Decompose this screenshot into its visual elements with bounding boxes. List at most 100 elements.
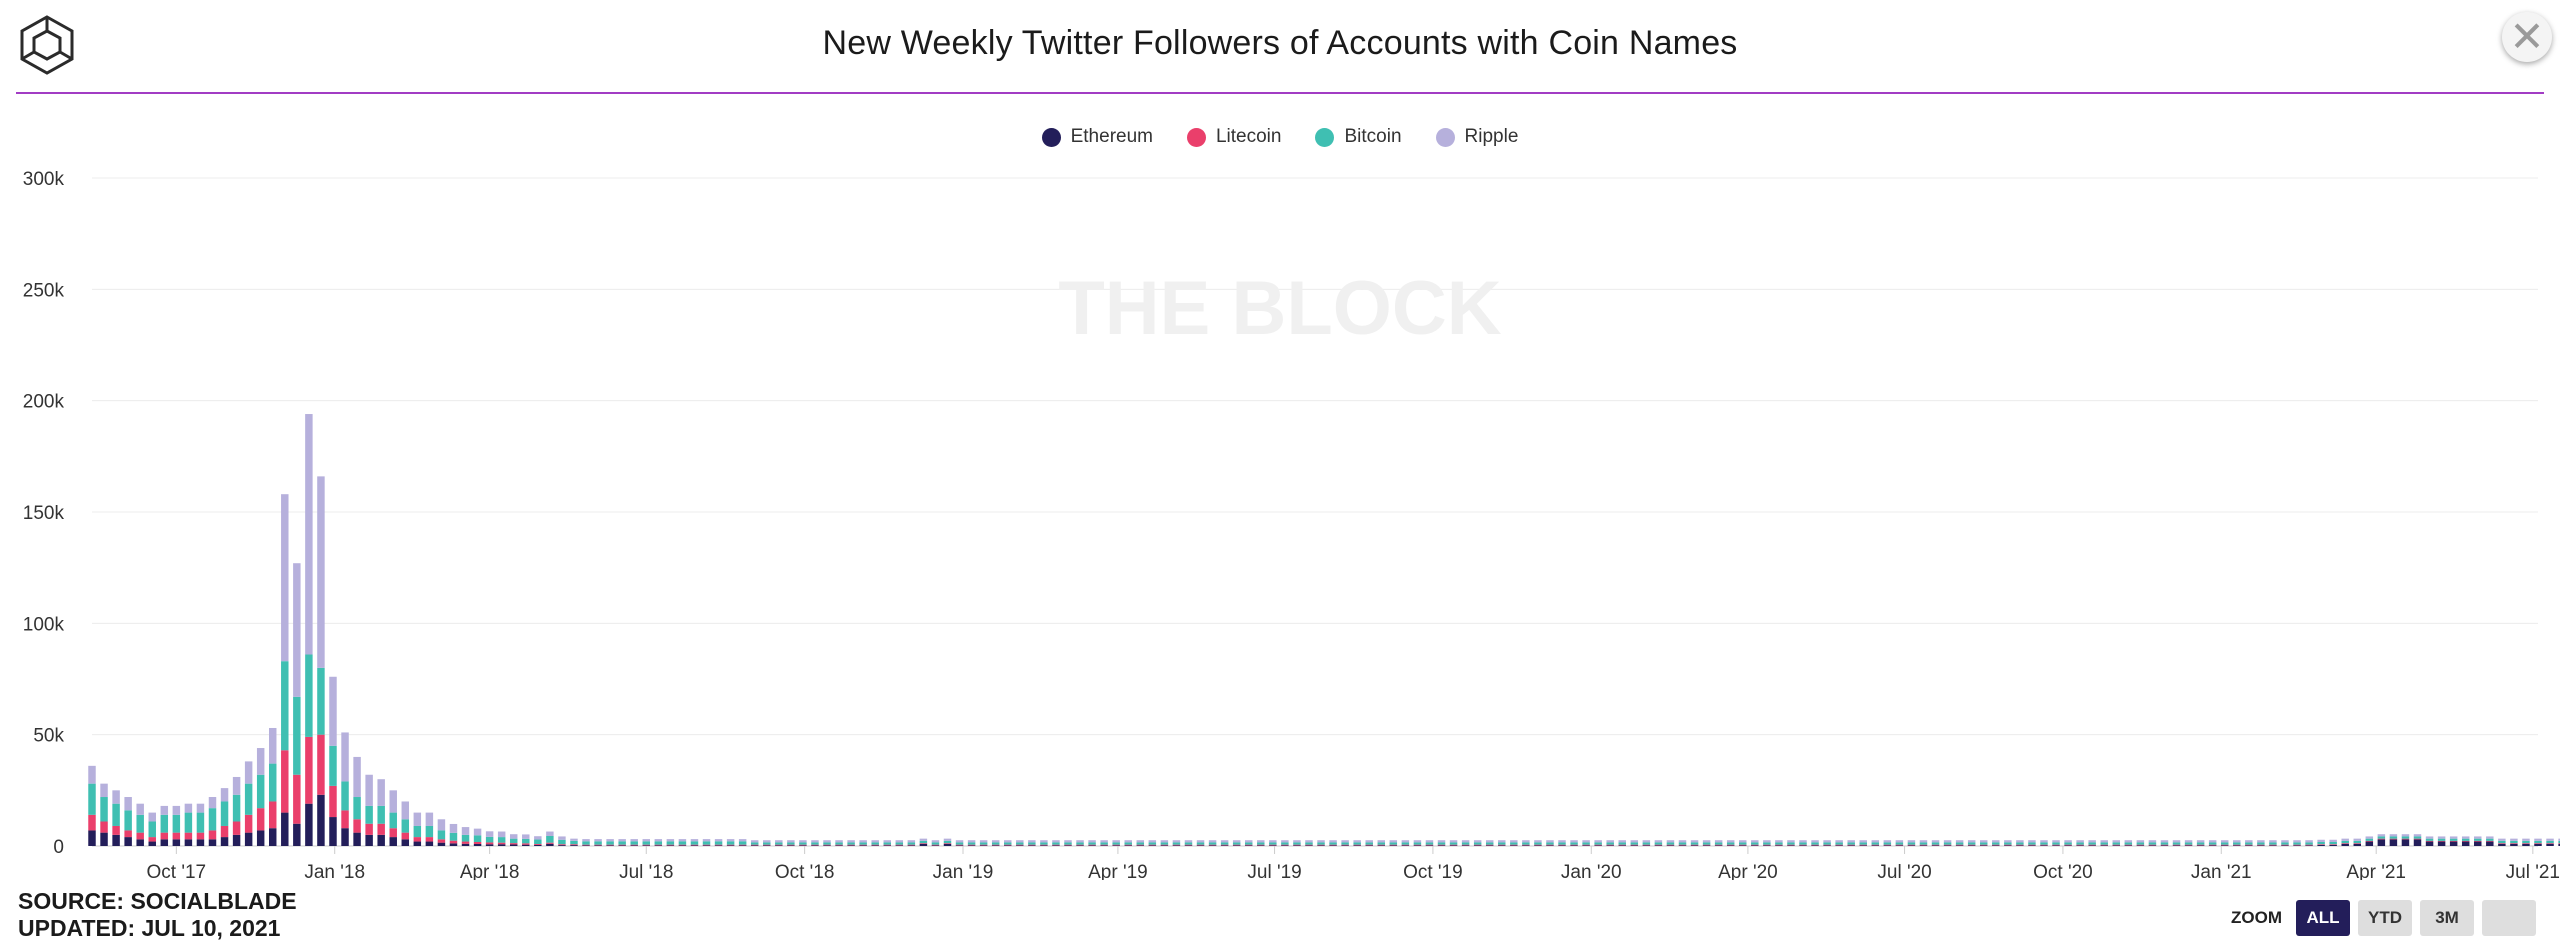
- bar-litecoin: [1040, 844, 1048, 846]
- bar-litecoin: [2474, 840, 2482, 842]
- bar-bitcoin: [2208, 842, 2217, 845]
- bar-ethereum: [232, 834, 241, 846]
- bar-bitcoin: [2257, 842, 2265, 845]
- bar-bitcoin: [2534, 840, 2542, 844]
- bar-ethereum: [1955, 845, 1964, 846]
- chart-title: New Weekly Twitter Followers of Accounts…: [822, 24, 1738, 62]
- bar-litecoin: [2293, 844, 2301, 846]
- bar-litecoin: [1257, 844, 1265, 846]
- bar-bitcoin: [317, 667, 325, 735]
- bar-ethereum: [931, 845, 940, 846]
- bar-bitcoin: [775, 842, 783, 845]
- bar-ripple: [1546, 840, 1554, 843]
- bar-ethereum: [847, 845, 855, 846]
- bar-ethereum: [1751, 845, 1759, 846]
- bar-litecoin: [1100, 844, 1108, 846]
- bar-ethereum: [196, 839, 205, 846]
- bar-litecoin: [2510, 843, 2518, 844]
- bar-bitcoin: [2028, 842, 2036, 845]
- bar-bitcoin: [955, 842, 964, 845]
- bar-ethereum: [859, 845, 867, 846]
- bar-ethereum: [317, 794, 325, 846]
- bar-litecoin: [1618, 844, 1626, 846]
- bar-bitcoin: [2341, 840, 2349, 844]
- close-button[interactable]: ✕: [2502, 12, 2552, 62]
- x-tick-label: Jul '20: [1877, 862, 1931, 880]
- bar-ethereum: [100, 832, 108, 846]
- bar-bitcoin: [232, 794, 241, 822]
- bar-ripple: [1787, 840, 1795, 843]
- bar-litecoin: [835, 844, 843, 846]
- bar-ethereum: [1244, 845, 1253, 846]
- bar-bitcoin: [522, 838, 530, 844]
- bar-litecoin: [281, 750, 289, 813]
- bar-ethereum: [1714, 845, 1723, 846]
- legend-item-ripple[interactable]: Ripple: [1435, 126, 1518, 148]
- bar-bitcoin: [1642, 842, 1651, 845]
- bar-ethereum: [642, 845, 650, 846]
- bar-bitcoin: [750, 842, 759, 845]
- legend-item-bitcoin[interactable]: Bitcoin: [1315, 126, 1402, 148]
- bar-litecoin: [582, 844, 590, 846]
- bar-ripple: [2474, 836, 2482, 839]
- bar-ethereum: [2052, 845, 2060, 846]
- bar-ethereum: [244, 832, 253, 846]
- bar-ethereum: [919, 843, 928, 846]
- bar-litecoin: [726, 844, 735, 846]
- bar-litecoin: [2028, 844, 2036, 846]
- bar-ripple: [666, 839, 675, 842]
- bar-ethereum: [497, 844, 506, 846]
- zoom-button-all[interactable]: ALL: [2296, 900, 2350, 936]
- bar-ripple: [1883, 840, 1892, 843]
- bar-ripple: [907, 840, 916, 843]
- bar-litecoin: [1799, 844, 1807, 846]
- bar-ethereum: [1184, 845, 1193, 846]
- bar-litecoin: [666, 844, 675, 846]
- bar-litecoin: [1883, 844, 1892, 846]
- bar-ripple: [1594, 840, 1602, 843]
- bar-ethereum: [1967, 845, 1976, 846]
- bar-ripple: [2172, 840, 2181, 843]
- zoom-button-3m[interactable]: 3M: [2420, 900, 2474, 936]
- bar-ripple: [1136, 840, 1145, 843]
- bar-ripple: [2016, 840, 2024, 843]
- zoom-button-custom[interactable]: [2482, 900, 2536, 936]
- bar-litecoin: [1269, 844, 1277, 846]
- bar-litecoin: [2413, 838, 2422, 840]
- bar-litecoin: [750, 844, 759, 846]
- bar-bitcoin: [413, 825, 422, 838]
- bar-bitcoin: [1522, 842, 1530, 845]
- bar-litecoin: [1353, 844, 1361, 846]
- bar-litecoin: [642, 844, 650, 846]
- bar-ripple: [1907, 840, 1916, 843]
- bar-litecoin: [2088, 844, 2096, 846]
- bar-ethereum: [2257, 845, 2265, 846]
- bar-ethereum: [2220, 845, 2229, 846]
- bar-ripple: [2437, 836, 2446, 839]
- bar-ethereum: [1365, 845, 1373, 846]
- bar-bitcoin: [1329, 842, 1337, 845]
- bar-ethereum: [1413, 845, 1422, 846]
- bar-bitcoin: [196, 812, 205, 833]
- bar-litecoin: [497, 842, 506, 845]
- bar-litecoin: [1196, 844, 1205, 846]
- bar-litecoin: [341, 810, 349, 829]
- bar-ripple: [1510, 840, 1518, 843]
- legend-item-litecoin[interactable]: Litecoin: [1186, 126, 1281, 148]
- bar-bitcoin: [1775, 842, 1783, 845]
- bar-ripple: [1980, 840, 1988, 843]
- bar-bitcoin: [2474, 838, 2482, 841]
- bar-litecoin: [1835, 844, 1843, 846]
- bar-ethereum: [1787, 845, 1795, 846]
- legend-item-ethereum[interactable]: Ethereum: [1041, 126, 1153, 148]
- bar-bitcoin: [124, 810, 132, 831]
- bar-ripple: [546, 831, 554, 836]
- bar-ethereum: [2172, 845, 2181, 846]
- zoom-button-ytd[interactable]: YTD: [2358, 900, 2412, 936]
- bar-ethereum: [534, 844, 542, 846]
- bar-litecoin: [1208, 844, 1217, 846]
- bar-bitcoin: [1498, 842, 1506, 845]
- bar-bitcoin: [256, 774, 265, 809]
- bar-ripple: [847, 840, 855, 843]
- bar-bitcoin: [690, 841, 699, 845]
